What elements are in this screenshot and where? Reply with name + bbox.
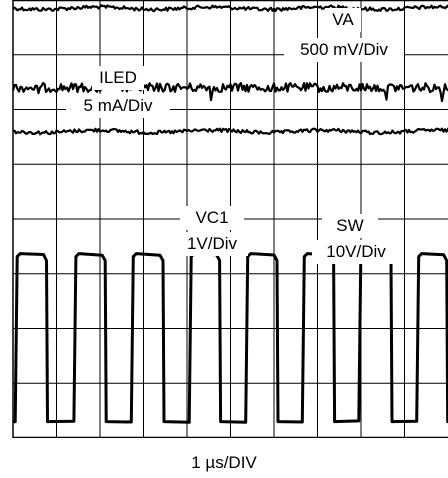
sw-label-bg [322, 214, 378, 238]
sw-scale-bg [312, 240, 400, 264]
sw-channel-name: SW [336, 216, 363, 235]
channel-labels: VA 500 mV/Div ILED 5 mA/Div VC1 1V/Div S… [66, 8, 404, 264]
vc1-trace [12, 127, 448, 136]
iled-trace [11, 82, 448, 103]
va-channel-name: VA [332, 10, 354, 29]
iled-label-bg [92, 66, 144, 90]
sw-channel-scale: 10V/Div [326, 242, 386, 261]
timebase-label: 1 µs/DIV [191, 453, 257, 472]
va-trace [12, 4, 448, 13]
vc1-channel-name: VC1 [195, 208, 228, 227]
vc1-scale-bg [176, 232, 248, 256]
iled-scale-bg [66, 94, 170, 118]
screen-frame [12, 0, 448, 438]
iled-channel-scale: 5 mA/Div [84, 96, 153, 115]
oscilloscope-screen: VA 500 mV/Div ILED 5 mA/Div VC1 1V/Div S… [11, 0, 448, 438]
va-channel-scale: 500 mV/Div [300, 40, 388, 59]
iled-channel-name: ILED [99, 68, 137, 87]
vc1-label-bg [180, 206, 244, 230]
va-label-bg [325, 8, 361, 32]
vc1-channel-scale: 1V/Div [187, 234, 238, 253]
va-scale-bg [284, 38, 404, 62]
